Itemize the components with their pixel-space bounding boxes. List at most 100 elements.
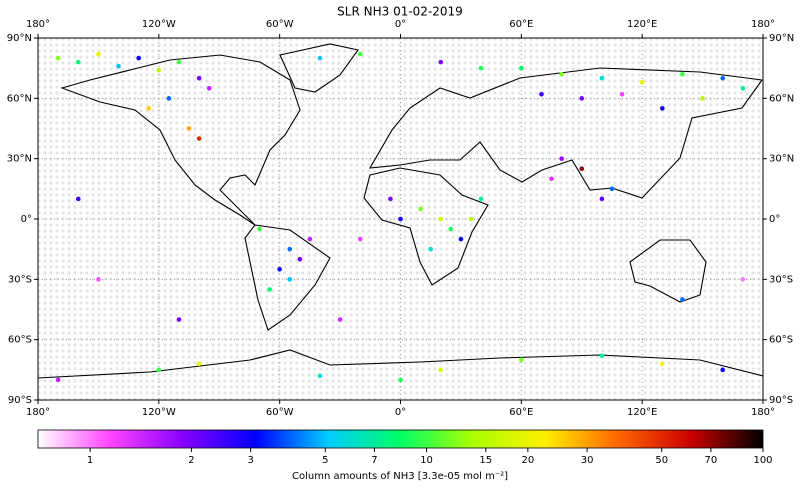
y-tick-label: 60°N [7,93,32,104]
colorbar-tick-label: 7 [371,455,377,466]
nh3-point [740,277,746,282]
nh3-point [418,206,423,212]
y-tick-label: 30°S [769,274,793,285]
nh3-point [619,92,625,97]
nh3-point [176,59,182,65]
nh3-point [75,196,81,202]
nh3-point [196,361,202,367]
nh3-point [539,92,544,97]
nh3-point [398,377,403,383]
x-tick-label: 60°W [266,19,294,30]
nh3-point [186,126,192,131]
y-tick-label: 60°S [8,335,32,346]
y-tick-label: 30°N [769,154,794,165]
nh3-point [660,361,665,367]
nh3-point [96,51,101,57]
nh3-point [720,75,726,81]
x-tick-label: 180° [26,407,50,418]
nh3-point [549,176,554,182]
x-tick-label: 60°W [266,407,294,418]
y-tick-label: 30°S [8,274,32,285]
coastlines [38,43,763,379]
nh3-point [458,236,464,242]
nh3-point [75,59,81,65]
nh3-point [599,75,605,81]
colorbar-tick-label: 10 [420,455,433,466]
nh3-point [55,377,61,383]
nh3-point [156,67,162,73]
nh3-point [438,59,444,65]
nh3-point [116,63,121,69]
nh3-point [680,297,685,302]
x-tick-label: 0° [395,19,406,30]
colorbar-tick-label: 70 [705,455,718,466]
colorbar [37,429,764,449]
nh3-point [468,216,474,222]
x-tick-label: 180° [751,19,775,30]
nh3-point [357,51,363,57]
nh3-point [478,196,484,202]
colorbar-tick-label: 5 [322,455,328,466]
nh3-point [609,186,615,192]
nh3-point [519,357,524,363]
y-tick-label: 60°S [769,335,793,346]
nh3-point [579,166,585,172]
colorbar-tick-label: 20 [521,455,534,466]
nh3-point [579,96,585,101]
colorbar-tick-label: 100 [753,455,772,466]
nh3-point [398,216,403,222]
nh3-point [599,196,605,202]
nh3-point [146,106,152,111]
nh3-point [267,287,272,292]
y-tick-label: 60°N [769,93,794,104]
nh3-point [196,75,202,81]
nh3-point [206,85,212,91]
x-tick-label: 120°E [627,407,657,418]
nh3-point [277,266,282,272]
colorbar-label: Column amounts of NH3 [3.3e-05 mol m⁻²] [292,471,508,482]
nh3-point [388,196,393,202]
nh3-point [599,353,605,359]
nh3-point [136,55,141,61]
nh3-point [196,136,202,141]
nh3-point [166,96,172,101]
y-tick-label: 0° [769,214,780,225]
nh3-point [176,317,182,322]
colorbar-tick-label: 50 [655,455,668,466]
nh3-point [740,85,746,91]
nh3-point [438,367,444,373]
nh3-point [478,65,484,71]
y-tick-label: 90°S [769,395,793,406]
x-tick-label: 120°W [142,407,176,418]
nh3-point [337,317,343,322]
y-tick-label: 30°N [7,154,32,165]
colorbar-tick-label: 3 [247,455,253,466]
nh3-point [448,226,454,232]
nh3-point [357,236,363,242]
colorbar-tick-label: 1 [87,455,93,466]
x-tick-label: 180° [751,407,775,418]
nh3-point [317,373,323,379]
x-tick-label: 120°W [142,19,176,30]
x-tick-label: 0° [395,407,406,418]
nh3-point [287,246,293,252]
nh3-point [660,106,665,111]
nh3-point [438,216,444,222]
nh3-point [156,367,162,373]
nh3-point [639,79,645,85]
x-tick-label: 60°E [509,19,533,30]
colorbar-tick-label: 15 [479,455,492,466]
nh3-point [96,277,101,282]
y-tick-label: 90°N [7,33,32,44]
nh3-point [307,236,313,242]
nh3-point [700,96,705,101]
y-tick-label: 0° [21,214,32,225]
nh3-point [257,226,262,232]
nh3-point [720,367,726,373]
nh3-point [317,55,323,61]
x-tick-label: 180° [26,19,50,30]
nh3-point [680,71,685,77]
nh3-point [297,256,303,262]
nh3-point [559,156,564,161]
